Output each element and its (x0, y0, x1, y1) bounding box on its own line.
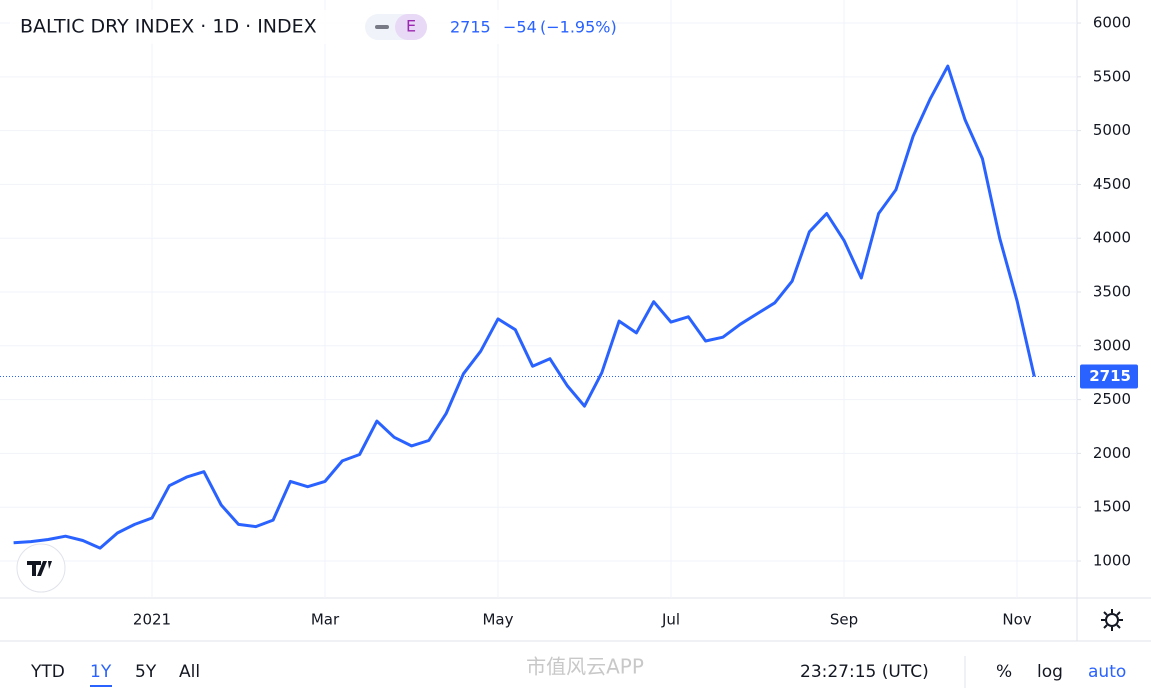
y-tick-label: 2000 (1093, 444, 1131, 462)
y-tick-label: 1000 (1093, 551, 1131, 569)
x-tick-label: May (482, 611, 513, 629)
percent-button[interactable]: % (996, 662, 1012, 682)
y-tick-label: 1500 (1093, 498, 1131, 516)
change: −54 (503, 18, 537, 37)
badge-icon (375, 25, 389, 29)
badge: E (406, 17, 416, 36)
y-tick-label: 6000 (1093, 14, 1131, 32)
x-tick-label: 2021 (133, 611, 171, 629)
last-price-box (1080, 364, 1138, 389)
y-tick-label: 4000 (1093, 229, 1131, 247)
badge-e-bg (395, 14, 427, 40)
x-tick-label: Sep (830, 611, 858, 629)
range-button[interactable]: 1Y (90, 662, 112, 682)
range-button[interactable]: YTD (30, 662, 65, 682)
log-button[interactable]: log (1037, 662, 1063, 682)
y-tick-label: 5000 (1093, 121, 1131, 139)
x-tick-label: Jul (661, 611, 680, 629)
watermark: 市值风云APP (526, 655, 644, 679)
y-tick-label: 3000 (1093, 336, 1131, 354)
y-tick-label: 5500 (1093, 67, 1131, 85)
chart-title: BALTIC DRY INDEX · 1D · INDEX (20, 16, 317, 38)
x-tick-label: Nov (1002, 611, 1031, 629)
range-button[interactable]: All (179, 662, 200, 682)
change-pct: (−1.95%) (540, 18, 617, 37)
auto-button[interactable]: auto (1088, 662, 1126, 682)
settings-icon-teeth (1101, 609, 1123, 631)
y-tick-label: 3500 (1093, 283, 1131, 301)
clock: 23:27:15 (UTC) (800, 662, 929, 682)
y-tick-label: 4500 (1093, 175, 1131, 193)
range-button[interactable]: 5Y (135, 662, 157, 682)
x-tick-label: Mar (311, 611, 340, 629)
y-tick-label: 2500 (1093, 390, 1131, 408)
logo (27, 561, 52, 576)
plot (0, 0, 1081, 598)
price-line (13, 64, 1036, 550)
last-price-label: 2715 (1089, 367, 1131, 385)
settings-icon[interactable] (1105, 613, 1119, 627)
last-price: 2715 (450, 18, 491, 37)
legend-bg (10, 10, 610, 44)
